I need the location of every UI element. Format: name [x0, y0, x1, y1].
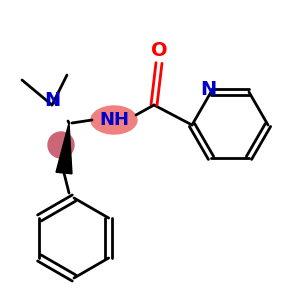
- Text: N: N: [44, 92, 60, 110]
- Text: NH: NH: [99, 111, 129, 129]
- Ellipse shape: [91, 106, 137, 134]
- Polygon shape: [56, 123, 72, 174]
- Text: N: N: [200, 80, 216, 99]
- Text: O: O: [151, 41, 167, 61]
- Circle shape: [48, 132, 74, 158]
